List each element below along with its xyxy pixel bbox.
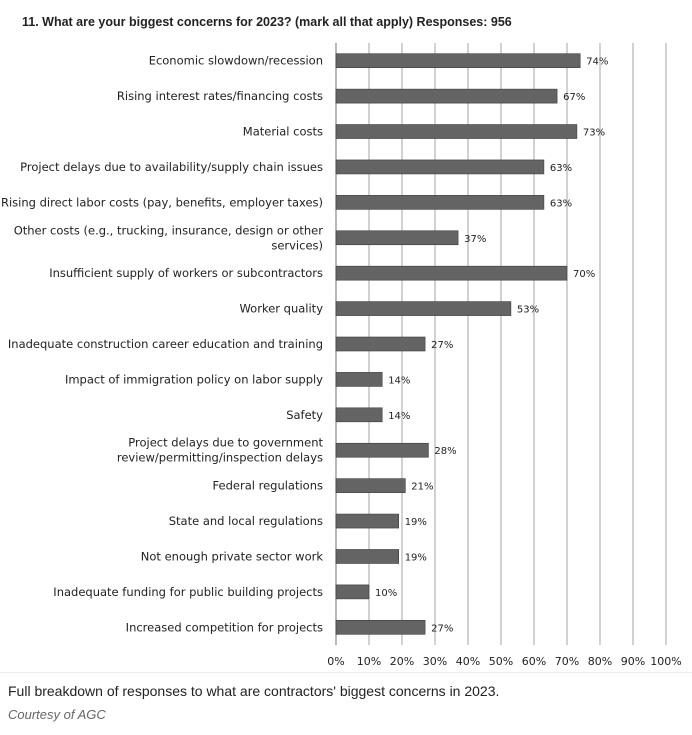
figure-caption: Full breakdown of responses to what are … <box>8 683 500 699</box>
category-label: review/permitting/inspection delays <box>117 451 323 465</box>
x-tick-label: 0% <box>327 655 344 668</box>
bar <box>335 195 545 210</box>
bar <box>335 53 581 69</box>
x-tick-label: 60% <box>522 655 546 668</box>
bar-chart: 11. What are your biggest concerns for 2… <box>1 15 682 668</box>
bar <box>335 88 558 104</box>
x-tick-label: 40% <box>456 655 480 668</box>
x-tick-label: 100% <box>650 655 681 668</box>
bar <box>335 407 383 423</box>
bar <box>335 230 459 246</box>
bar-layer <box>335 53 581 635</box>
tick-layer: 0% 10% 20% 30% 40% 50% 60% 70% 80% 90% 100% <box>327 655 681 668</box>
category-label: Not enough private sector work <box>141 549 324 563</box>
category-label: Other costs (e.g., trucking, insurance, … <box>14 223 324 237</box>
chart-frame: 11. What are your biggest concerns for 2… <box>0 15 692 673</box>
bar <box>335 442 429 458</box>
chart-title: 11. What are your biggest concerns for 2… <box>22 15 512 29</box>
bar <box>335 265 568 281</box>
category-label: Insufficient supply of workers or subcon… <box>49 266 323 280</box>
image-credit: Courtesy of AGC <box>8 707 106 722</box>
x-tick-label: 50% <box>489 655 513 668</box>
bar <box>335 478 406 493</box>
x-tick-label: 90% <box>621 655 645 668</box>
data-label: 67% <box>563 92 585 103</box>
category-label: Material costs <box>243 125 323 139</box>
category-label: Increased competition for projects <box>126 620 323 634</box>
data-label: 28% <box>434 446 456 457</box>
data-label: 53% <box>517 305 539 316</box>
category-label: State and local regulations <box>169 514 323 528</box>
x-tick-label: 10% <box>357 655 381 668</box>
x-tick-label: 30% <box>423 655 447 668</box>
data-label: 27% <box>431 623 453 634</box>
data-label: 27% <box>431 340 453 351</box>
x-tick-label: 70% <box>555 655 579 668</box>
data-label: 63% <box>550 163 572 174</box>
category-label: services) <box>271 238 323 252</box>
bar <box>335 619 426 635</box>
bar <box>335 372 383 387</box>
bar <box>335 549 400 564</box>
category-label: Safety <box>286 408 323 422</box>
category-label: Worker quality <box>239 302 323 316</box>
category-label: Federal regulations <box>213 479 323 493</box>
data-label: 63% <box>550 198 572 209</box>
bar <box>335 124 578 139</box>
bar <box>335 301 512 316</box>
category-label: Project delays due to availability/suppl… <box>20 160 323 174</box>
category-label: Inadequate funding for public building p… <box>53 585 323 599</box>
category-label: Inadequate construction career education… <box>8 337 323 351</box>
grid-layer <box>335 43 667 645</box>
data-label: 19% <box>405 517 427 528</box>
category-label: Economic slowdown/recession <box>149 54 323 68</box>
label-layer: Economic slowdown/recession 74% Rising int… <box>1 54 608 635</box>
bar <box>335 584 370 600</box>
data-label: 14% <box>388 375 410 386</box>
bar <box>335 513 400 529</box>
category-label: Rising interest rates/financing costs <box>117 89 323 103</box>
data-label: 10% <box>375 588 397 599</box>
data-label: 14% <box>388 411 410 422</box>
category-label: Project delays due to government <box>128 436 323 450</box>
data-label: 19% <box>405 552 427 563</box>
x-tick-label: 20% <box>390 655 414 668</box>
category-label: Rising direct labor costs (pay, benefits… <box>1 195 323 209</box>
bar <box>335 159 545 175</box>
data-label: 73% <box>583 128 605 139</box>
data-label: 74% <box>586 57 608 68</box>
data-label: 37% <box>464 234 486 245</box>
x-tick-label: 80% <box>588 655 612 668</box>
data-label: 21% <box>411 482 433 493</box>
bar <box>335 336 426 352</box>
data-label: 70% <box>573 269 595 280</box>
category-label: Impact of immigration policy on labor su… <box>65 372 323 386</box>
